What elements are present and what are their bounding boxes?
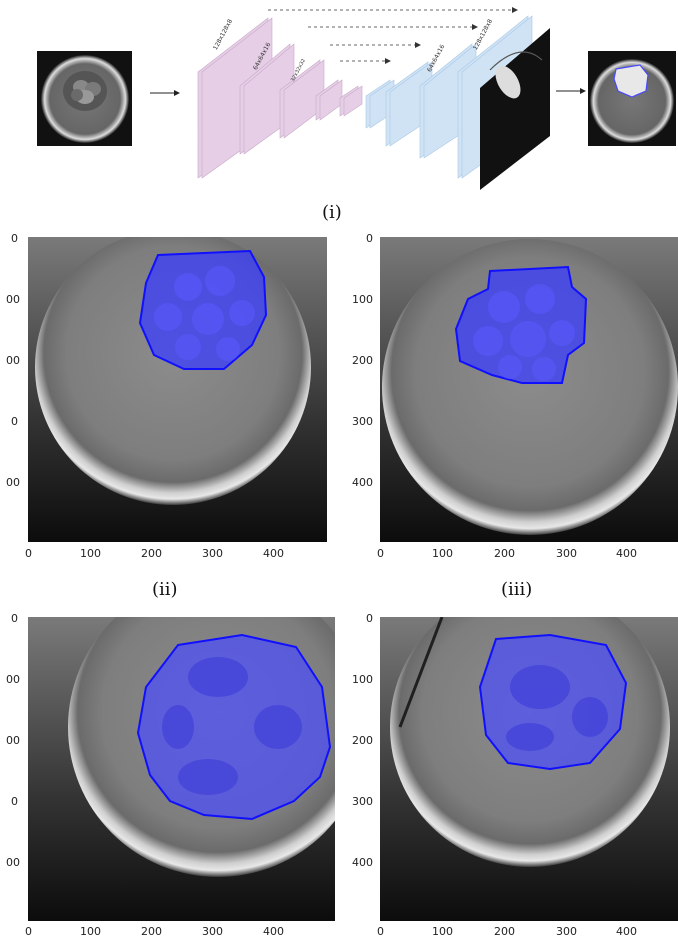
panel-4-xtick: 0 <box>377 925 384 938</box>
panel-3-xtick: 100 <box>80 925 101 938</box>
panel-3-ytick: 00 <box>6 856 20 869</box>
panel-3-xtick: 400 <box>263 925 284 938</box>
panel-4-xtick: 400 <box>616 925 637 938</box>
panel-2-xtick: 200 <box>494 547 515 560</box>
unet-network <box>197 7 550 190</box>
arrow-in-icon <box>150 90 180 96</box>
panel-1-xtick: 400 <box>263 547 284 560</box>
panel-2-ytick: 0 <box>366 232 373 245</box>
panel-4-ytick: 400 <box>352 856 373 869</box>
caption-iii: (iii) <box>501 579 533 600</box>
panel-1-ytick: 0 <box>11 232 18 245</box>
panel-3-ytick: 0 <box>11 795 18 808</box>
panel-4-ytick: 200 <box>352 734 373 747</box>
panel-1-xtick: 200 <box>141 547 162 560</box>
panel-3-xtick: 200 <box>141 925 162 938</box>
panel-1-plot <box>28 237 327 542</box>
caption-i: (i) <box>322 202 342 223</box>
panel-4-xtick: 100 <box>432 925 453 938</box>
panel-3-ytick: 00 <box>6 673 20 686</box>
panel-1-xtick: 300 <box>202 547 223 560</box>
panel-3-ytick: 00 <box>6 734 20 747</box>
panel-3-plot <box>28 617 335 921</box>
output-segmented-image <box>588 51 676 146</box>
panel-2-ytick: 300 <box>352 415 373 428</box>
panel-4-ytick: 100 <box>352 673 373 686</box>
panel-4-ytick: 300 <box>352 795 373 808</box>
panel-4-plot <box>380 617 678 921</box>
panel-2-ytick: 200 <box>352 354 373 367</box>
panel-2-xtick: 400 <box>616 547 637 560</box>
panel-3-ytick: 0 <box>11 612 18 625</box>
panel-2-xtick: 300 <box>556 547 577 560</box>
panel-4-xtick: 300 <box>556 925 577 938</box>
input-embryo-image <box>37 51 132 146</box>
panel-2-ytick: 400 <box>352 476 373 489</box>
arrow-out-icon <box>556 88 586 94</box>
panel-3-xtick: 0 <box>25 925 32 938</box>
panel-1-xtick: 0 <box>25 547 32 560</box>
caption-ii: (ii) <box>152 579 178 600</box>
panel-2-xtick: 0 <box>377 547 384 560</box>
panel-2-ytick: 100 <box>352 293 373 306</box>
panel-4-xtick: 200 <box>494 925 515 938</box>
panel-1-ytick: 00 <box>6 293 20 306</box>
panel-2-xtick: 100 <box>432 547 453 560</box>
panel-4-ytick: 0 <box>366 612 373 625</box>
panel-3-xtick: 300 <box>202 925 223 938</box>
architecture-diagram: 128x128x8 64x64x16 32x32x32 64x64x16 128… <box>0 0 678 200</box>
panel-2-plot <box>380 237 678 542</box>
panel-1-ytick: 00 <box>6 354 20 367</box>
panel-1-ytick: 0 <box>11 415 18 428</box>
panel-1-xtick: 100 <box>80 547 101 560</box>
panel-1-ytick: 00 <box>6 476 20 489</box>
